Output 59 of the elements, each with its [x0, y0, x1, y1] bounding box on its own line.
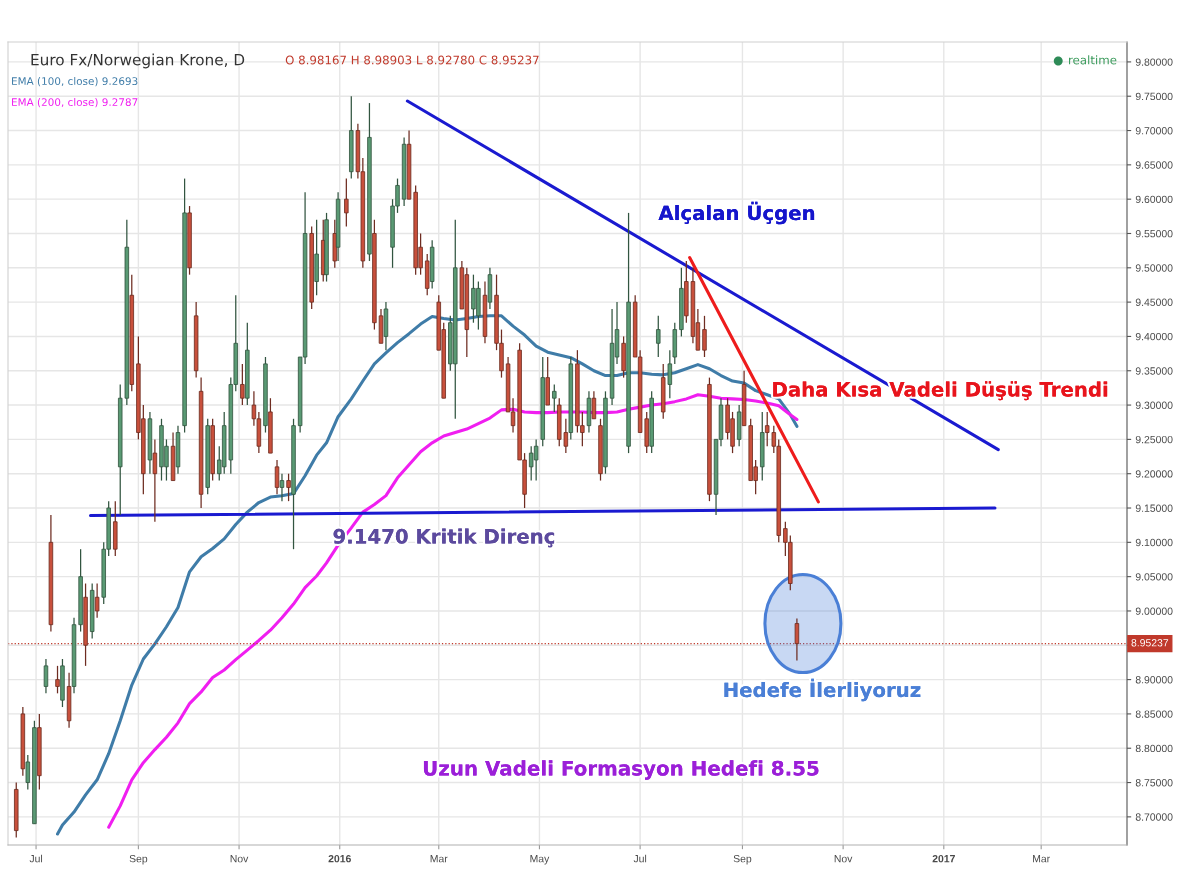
- y-tick-label: 9.20000: [1135, 470, 1173, 478]
- candlestick: [344, 177, 349, 228]
- y-tick-label: 9.00000: [1135, 607, 1173, 615]
- y-tick-label: 9.35000: [1135, 367, 1173, 375]
- candlestick: [94, 582, 100, 619]
- x-tick-label: May: [530, 855, 550, 865]
- y-tick-label: 9.10000: [1135, 538, 1173, 547]
- text: EMA (200, close) 9.2787: [12, 97, 138, 108]
- candlestick: [43, 658, 49, 694]
- candlestick: [55, 665, 60, 694]
- y-tick-label: 9.50000: [1135, 264, 1173, 272]
- y-tick-label: 8.75000: [1135, 779, 1173, 787]
- y-tick-label: 8.90000: [1135, 676, 1173, 684]
- candlestick: [274, 459, 280, 495]
- y-tick-label: 9.75000: [1135, 92, 1173, 101]
- candlestick: [552, 383, 557, 413]
- text: Euro Fx/Norwegian Krone, D: [31, 53, 245, 69]
- y-tick-label: 8.80000: [1135, 744, 1173, 753]
- y-tick-label: 9.30000: [1135, 401, 1173, 409]
- candlestick: [240, 363, 245, 406]
- y-tick-label: 9.80000: [1135, 58, 1173, 66]
- ref-line-label: 8.95237: [1131, 639, 1169, 647]
- x-tick-label: Mar: [1033, 855, 1050, 863]
- y-tick-label: 9.60000: [1135, 195, 1173, 204]
- y-tick-label: 9.05000: [1135, 573, 1173, 581]
- candlestick: [702, 315, 707, 358]
- annotation: O 8.98167 H 8.98903 L 8.92780 C 8.95237: [285, 55, 539, 65]
- candlestick: [794, 617, 800, 662]
- candlestick: [591, 390, 597, 420]
- y-tick-label: 8.70000: [1135, 813, 1173, 821]
- y-tick-label: 9.65000: [1135, 161, 1173, 169]
- y-tick-label: 8.85000: [1135, 710, 1173, 718]
- annotation: realtime: [1069, 55, 1117, 65]
- y-tick-label: 9.25000: [1135, 435, 1173, 444]
- x-tick-label: Nov: [834, 855, 853, 863]
- x-tick-label: Jul: [633, 854, 647, 863]
- x-tick-label: Sep: [129, 855, 148, 865]
- y-tick-label: 9.70000: [1135, 127, 1173, 135]
- candlestick: [667, 349, 673, 399]
- text: EMA (100, close) 9.2693: [12, 76, 138, 87]
- y-tick-label: 9.40000: [1135, 332, 1173, 341]
- x-tick-label: Mar: [430, 855, 448, 863]
- candlestick: [286, 473, 291, 502]
- annotation: Hedefe İlerliyoruz: [724, 678, 921, 702]
- candlestick: [25, 754, 31, 791]
- annotation: Alçalan Üçgen: [658, 201, 815, 225]
- y-tick-label: 9.45000: [1135, 298, 1173, 306]
- x-tick-label: Sep: [733, 855, 752, 865]
- candlestick: [533, 438, 539, 482]
- annotation: Uzun Vadeli Formasyon Hedefi 8.55: [423, 760, 819, 780]
- x-tick-label: Nov: [230, 855, 249, 863]
- x-tick-label: 2017: [932, 855, 955, 863]
- candlestick: [656, 315, 661, 358]
- y-tick-label: 9.15000: [1135, 504, 1173, 512]
- x-tick-label: Jul: [29, 854, 43, 863]
- candlestick: [279, 473, 285, 502]
- y-tick-label: 9.55000: [1135, 229, 1173, 238]
- x-tick-label: 2016: [328, 855, 351, 863]
- candlestick: [152, 438, 158, 523]
